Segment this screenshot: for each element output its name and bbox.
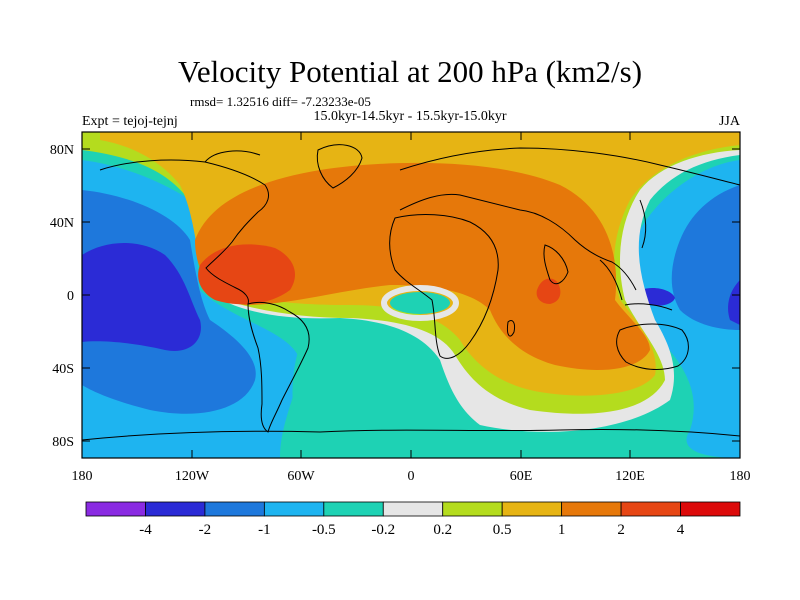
colorbar-label: -4: [139, 522, 152, 538]
lon-label-60e: 60E: [510, 469, 533, 484]
colorbar-label: 4: [677, 522, 685, 538]
colorbar-label: 0.5: [493, 522, 512, 538]
period-label: 15.0kyr-14.5kyr - 15.5kyr-15.0kyr: [313, 109, 506, 124]
colorbar-label: 1: [558, 522, 566, 538]
experiment-label: Expt = tejoj-tejnj: [82, 114, 178, 129]
field-teal-oval: [390, 292, 450, 314]
lon-label-180w: 180: [72, 469, 93, 484]
field-blue-east: [671, 185, 740, 330]
colorbar-swatch: [323, 501, 384, 517]
field-orange: [195, 162, 650, 370]
colorbar-label: 0.2: [433, 522, 452, 538]
colorbar-swatch: [204, 501, 265, 517]
lon-label-120w: 120W: [175, 469, 210, 484]
field-redorange-west: [198, 244, 295, 305]
field-teal-south: [292, 333, 455, 440]
lon-label-180e: 180: [730, 469, 751, 484]
field-darkblue-east-edge: [728, 280, 740, 325]
colorbar-label: -1: [258, 522, 271, 538]
colorbar-swatch: [680, 501, 741, 517]
lat-label-80s: 80S: [52, 435, 74, 450]
lon-axis: 180 120W 60W 0 60E 120E 180: [72, 132, 751, 484]
colorbar-label: 2: [617, 522, 625, 538]
colorbar-swatch: [442, 501, 503, 517]
lat-label-40n: 40N: [50, 216, 74, 231]
colorbar-swatch: [263, 501, 325, 517]
field-redorange-east: [536, 278, 561, 304]
map-panel: [82, 132, 740, 458]
lat-label-0: 0: [67, 289, 74, 304]
coastlines: [82, 144, 740, 441]
colorbar-swatch: [85, 501, 146, 517]
field-darkblue-east: [640, 287, 675, 306]
plot-title: Velocity Potential at 200 hPa (km2/s): [178, 54, 642, 89]
lat-label-80n: 80N: [50, 143, 74, 158]
colorbar-swatch: [561, 501, 622, 517]
colorbar-swatch: [145, 501, 206, 517]
lat-axis: 80N 40N 0 40S 80S: [50, 143, 740, 450]
colorbar-swatch: [382, 501, 444, 517]
stats-line: rmsd= 1.32516 diff= -7.23233e-05: [190, 94, 371, 109]
field-darkblue-west: [82, 242, 201, 351]
lon-label-60w: 60W: [287, 469, 315, 484]
colorbar: -4 -2 -1 -0.5 -0.2 0.2 0.5 1 2 4: [85, 501, 741, 538]
colorbar-label: -0.5: [312, 522, 336, 538]
lon-label-120e: 120E: [615, 469, 645, 484]
colorbar-label: -0.2: [371, 522, 395, 538]
field-gray-ring: [381, 285, 459, 321]
colorbar-swatch: [620, 501, 681, 517]
season-label: JJA: [719, 114, 741, 129]
colorbar-swatch: [501, 501, 563, 517]
lat-label-40s: 40S: [52, 362, 74, 377]
colorbar-label: -2: [199, 522, 212, 538]
lon-label-0: 0: [408, 469, 415, 484]
